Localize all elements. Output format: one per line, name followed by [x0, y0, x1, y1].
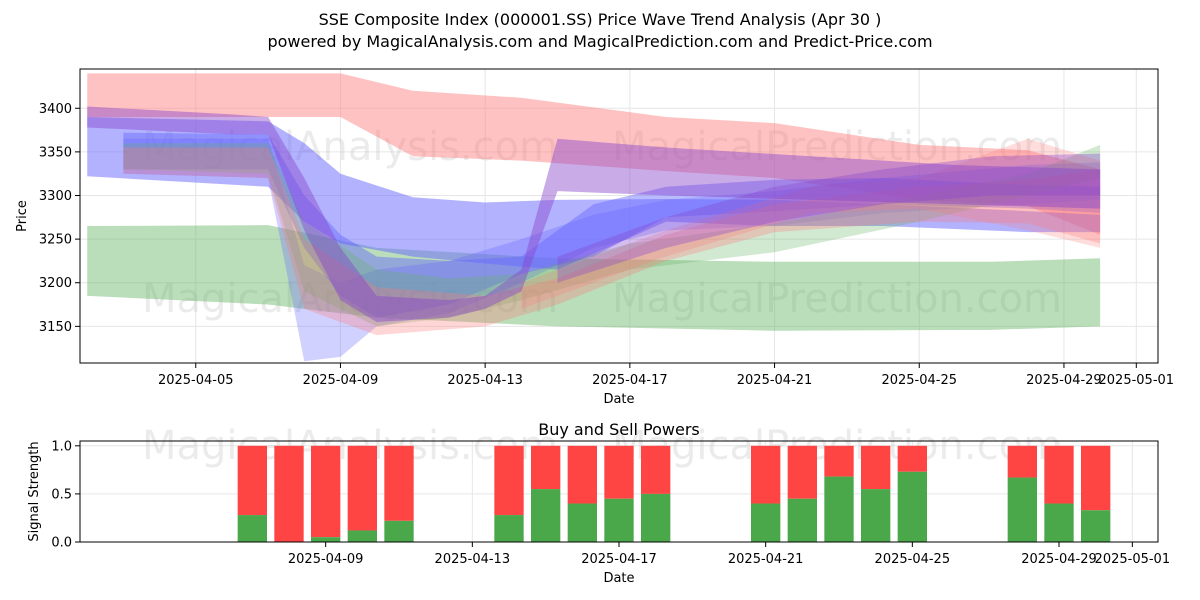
price-band-blue-3: [123, 132, 1101, 318]
buy-bar: [604, 498, 634, 542]
price-y-tick-label: 3300: [39, 189, 72, 204]
signal-chart-title: Buy and Sell Powers: [538, 420, 700, 439]
price-x-axis-label: Date: [603, 392, 634, 407]
buy-bar: [237, 515, 267, 542]
price-bands: [87, 73, 1101, 362]
price-band-red-0: [87, 73, 1101, 235]
buy-bar: [384, 520, 414, 542]
buy-bar: [494, 515, 524, 542]
sell-bar: [604, 445, 634, 499]
buy-bar: [347, 530, 377, 542]
sell-bar: [641, 445, 671, 494]
price-x-tick-label: 2025-04-21: [737, 373, 813, 388]
buy-bar: [787, 498, 817, 542]
sell-bar: [347, 445, 377, 531]
buy-bar: [531, 489, 561, 542]
signal-x-tick-label: 2025-04-25: [875, 552, 951, 567]
signal-y-tick-label: 0.5: [51, 487, 72, 502]
price-y-tick-label: 3400: [39, 102, 72, 117]
signal-x-tick-label: 2025-04-13: [435, 552, 511, 567]
sell-bar: [751, 445, 781, 504]
price-x-tick-label: 2025-04-09: [303, 373, 379, 388]
sell-bar: [274, 445, 304, 542]
price-band-red-7: [521, 138, 1101, 309]
watermark-text: MagicalPrediction.com: [612, 124, 1062, 170]
signal-x-tick-label: 2025-04-29: [1021, 552, 1097, 567]
price-y-tick-label: 3350: [39, 145, 72, 160]
price-y-tick-label: 3200: [39, 276, 72, 291]
sell-bar: [567, 445, 597, 504]
price-band-blue-4: [123, 138, 1101, 362]
price-x-tick-label: 2025-05-01: [1099, 373, 1175, 388]
sell-bar: [494, 445, 524, 516]
signal-y-tick-label: 1.0: [51, 439, 72, 454]
sell-bar: [897, 445, 927, 472]
sell-bar: [787, 445, 817, 499]
buy-bar: [897, 471, 927, 542]
signal-x-tick-label: 2025-05-01: [1095, 552, 1171, 567]
figure-title: SSE Composite Index (000001.SS) Price Wa…: [319, 10, 882, 29]
signal-x-axis-label: Date: [603, 571, 634, 586]
price-band-blue-2: [87, 116, 1101, 270]
buy-bar: [1044, 503, 1074, 542]
watermark-text: MagicalPrediction.com: [612, 276, 1062, 322]
price-x-tick-label: 2025-04-13: [447, 373, 523, 388]
sell-bar: [1044, 445, 1074, 504]
watermark-text: MagicalAnalysis.com: [142, 276, 558, 322]
price-y-tick-label: 3150: [39, 320, 72, 335]
signal-y-axis-label: Signal Strength: [27, 441, 42, 541]
price-y-axis-label: Price: [15, 200, 30, 232]
signal-x-tick-label: 2025-04-09: [288, 552, 364, 567]
buy-bar: [1007, 477, 1037, 542]
price-x-tick-label: 2025-04-17: [592, 373, 668, 388]
buy-sell-chart: MagicalAnalysis.comMagicalPrediction.com…: [27, 420, 1170, 586]
signal-x-tick-label: 2025-04-21: [728, 552, 804, 567]
sell-bar: [311, 445, 341, 538]
price-x-tick-label: 2025-04-05: [158, 373, 234, 388]
buy-bar: [751, 503, 781, 542]
sell-bar: [531, 445, 561, 490]
buy-bar: [311, 537, 341, 542]
price-band-purple-8: [87, 106, 1101, 322]
signal-y-tick-label: 0.0: [51, 536, 72, 551]
buy-bar: [567, 503, 597, 542]
price-band-green-1: [87, 225, 1101, 331]
price-band-purple-9: [557, 153, 1101, 283]
sell-bar: [237, 445, 267, 516]
price-x-tick-label: 2025-04-29: [1026, 373, 1102, 388]
price-wave-chart: MagicalAnalysis.com MagicalPrediction.com…: [15, 68, 1175, 407]
signal-x-tick-label: 2025-04-17: [581, 552, 657, 567]
price-plot-frame: [79, 68, 1159, 364]
sell-bar: [824, 445, 854, 477]
price-x-tick-label: 2025-04-25: [881, 373, 957, 388]
figure-subtitle: powered by MagicalAnalysis.com and Magic…: [267, 32, 932, 51]
buy-bar: [824, 476, 854, 542]
sell-bar: [1081, 445, 1111, 511]
sell-bar: [861, 445, 891, 490]
buy-bar: [1081, 510, 1111, 542]
sell-bar: [1007, 445, 1037, 478]
price-y-tick-label: 3250: [39, 233, 72, 248]
sell-bar: [384, 445, 414, 521]
price-band-red-6: [123, 147, 1101, 336]
buy-bar: [641, 493, 671, 542]
price-band-green-5: [123, 143, 1101, 327]
buy-bar: [861, 489, 891, 542]
